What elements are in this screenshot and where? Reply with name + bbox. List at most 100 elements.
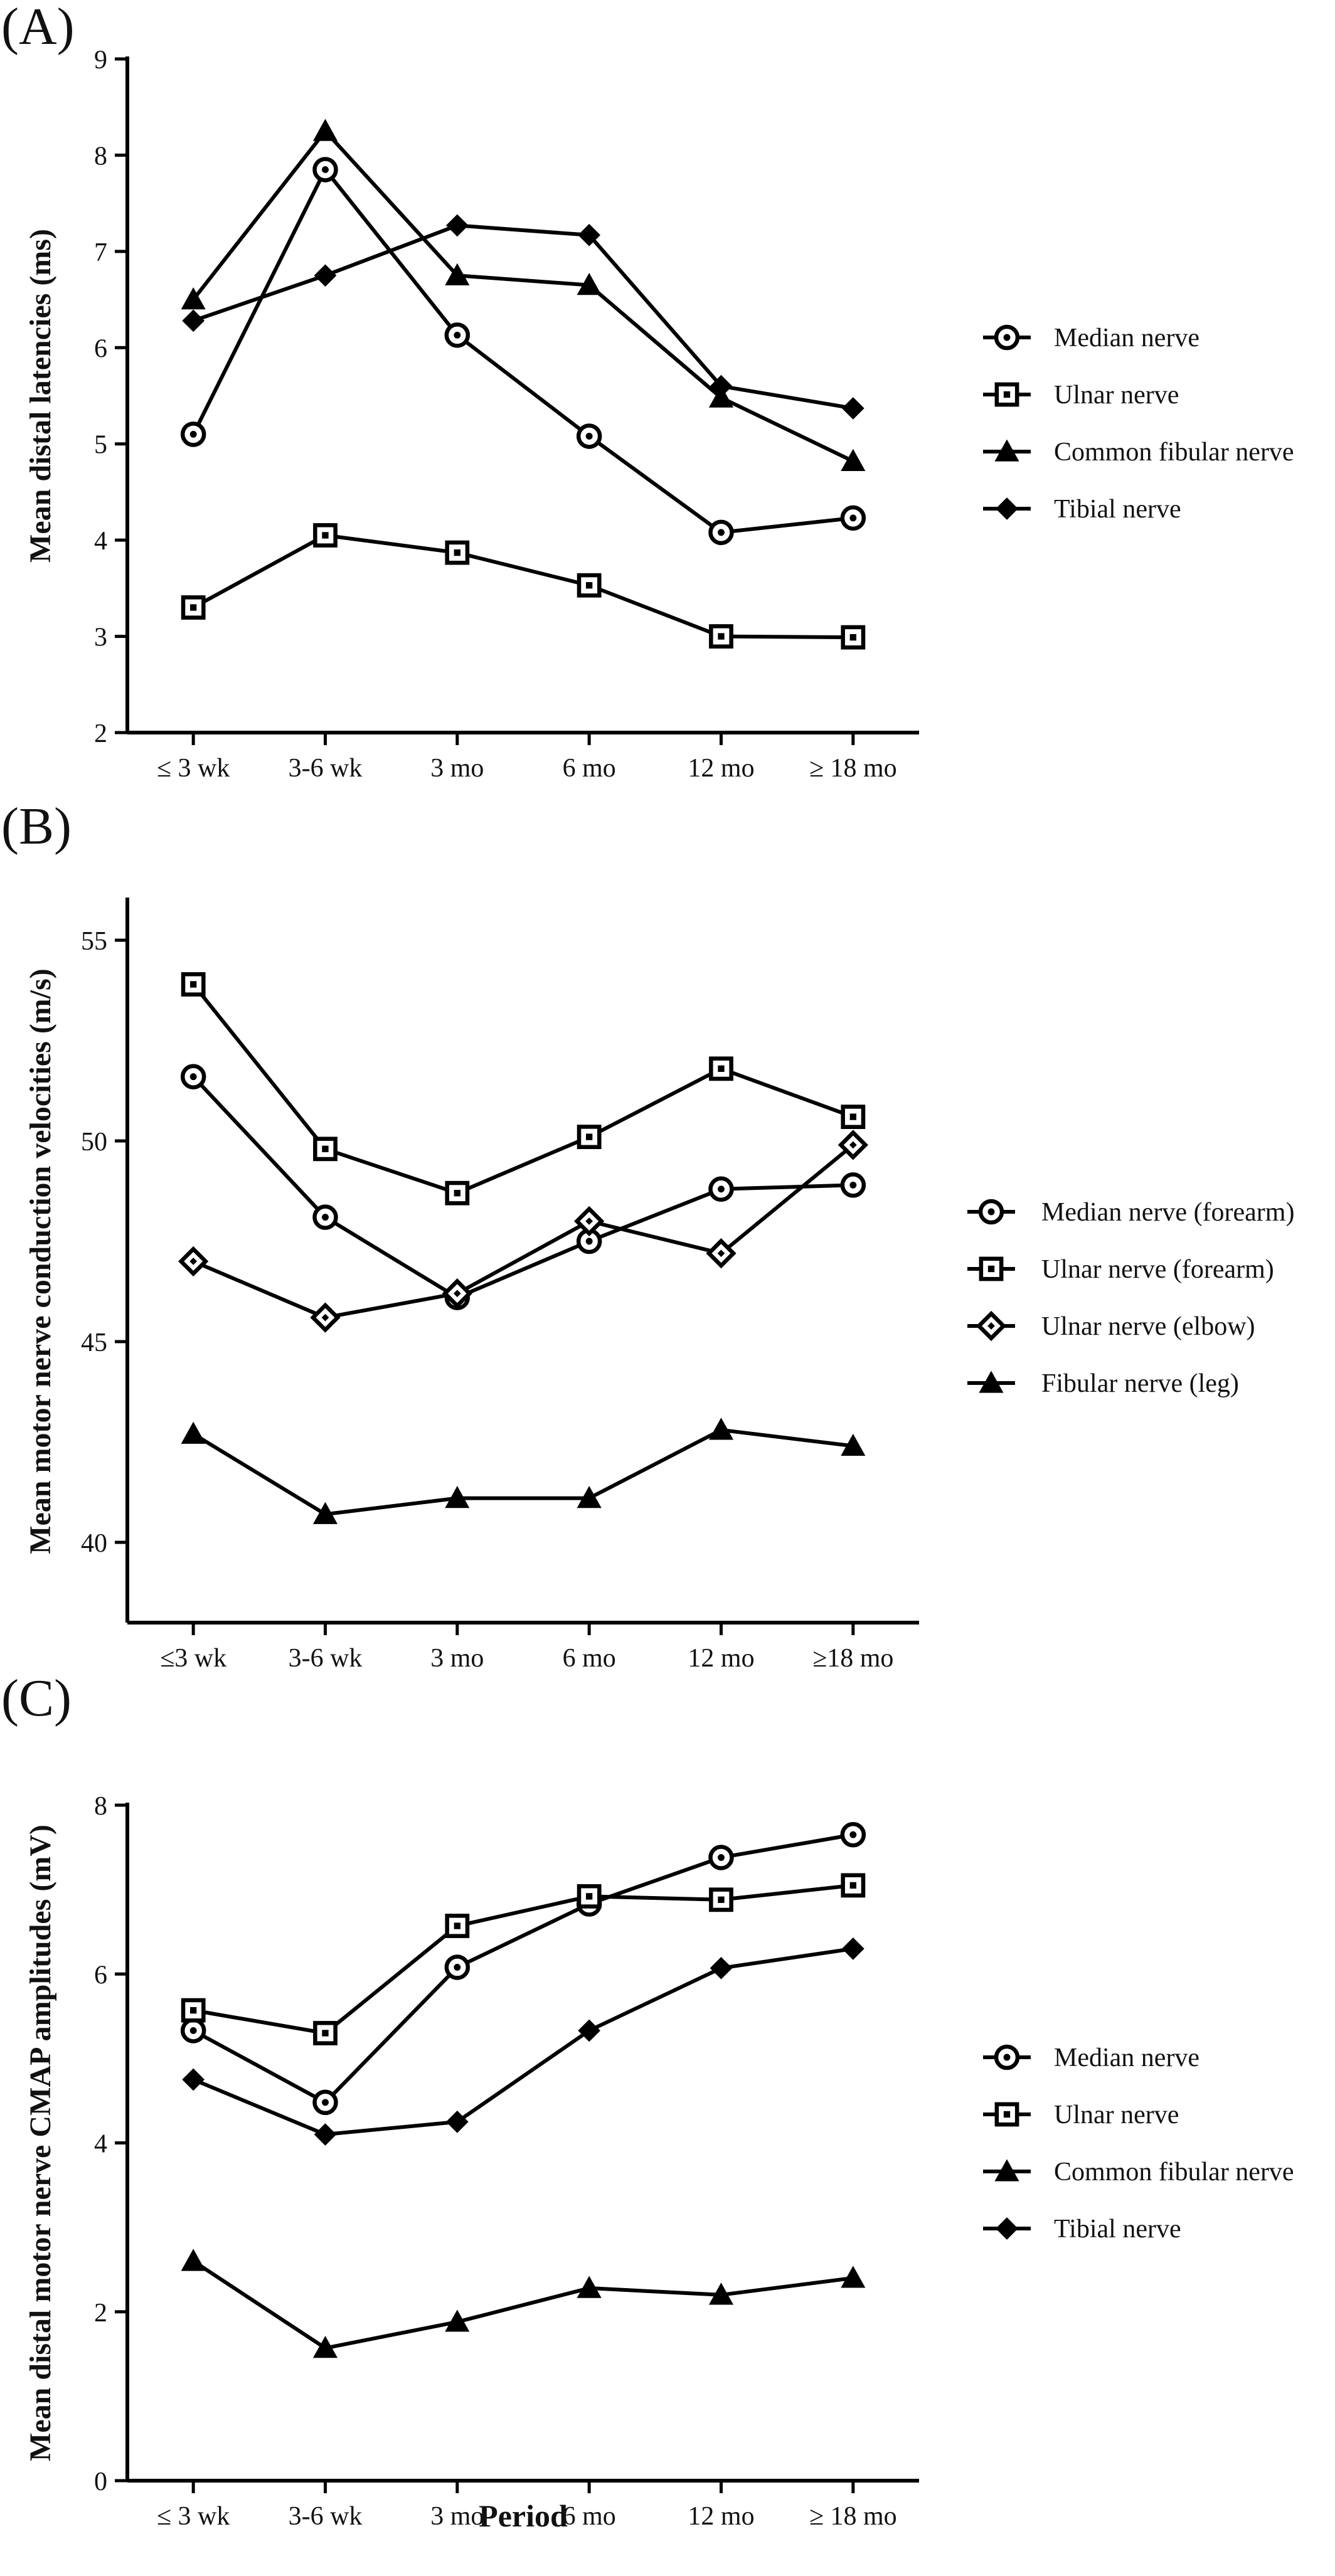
- data-point-dot: [322, 1145, 329, 1152]
- series-ulnar-nerve-elbow: [178, 1130, 868, 1333]
- series-tibial-nerve: [182, 214, 864, 420]
- data-point-dot: [453, 1290, 461, 1298]
- data-point-dot: [849, 514, 857, 522]
- y-tick-label: 9: [94, 46, 107, 75]
- data-point-dot: [454, 1922, 461, 1929]
- y-tick-label: 2: [94, 2299, 107, 2328]
- data-point-dot: [585, 1217, 593, 1225]
- x-tick-label: 3-6 wk: [289, 2502, 363, 2531]
- legend-marker-dot: [987, 1265, 995, 1273]
- legend-label: Median nerve: [1054, 2043, 1199, 2072]
- legend-marker: [996, 2217, 1018, 2240]
- data-point-dot: [454, 549, 461, 556]
- legend-label: Tibial nerve: [1054, 495, 1181, 524]
- y-tick-label: 45: [81, 1328, 107, 1357]
- series-line: [192, 533, 853, 640]
- data-point: [181, 287, 206, 310]
- data-point: [577, 273, 602, 295]
- x-tick-label: 12 mo: [688, 754, 754, 783]
- data-point-dot: [585, 1893, 593, 1900]
- series-line: [193, 223, 854, 410]
- legend-label: Common fibular nerve: [1054, 438, 1294, 467]
- series-median-nerve-forearm: [180, 1064, 866, 1310]
- legend-marker: [994, 2159, 1019, 2181]
- legend-marker: [979, 1370, 1004, 1393]
- y-tick-label: 5: [94, 431, 107, 460]
- series-ulnar-nerve: [181, 1873, 866, 2045]
- series-fibular-nerve-leg: [181, 1418, 866, 1524]
- y-tick-label: 7: [94, 238, 107, 267]
- data-point-dot: [585, 582, 593, 589]
- data-point: [445, 1486, 470, 1508]
- legend-label: Ulnar nerve: [1054, 2101, 1179, 2129]
- y-tick-label: 55: [81, 927, 107, 956]
- series-line: [192, 1833, 854, 2104]
- x-tick-label: 3-6 wk: [289, 754, 363, 783]
- data-point: [577, 2276, 602, 2298]
- data-point-dot: [322, 1214, 329, 1221]
- legend-marker: [994, 2102, 1019, 2127]
- y-tick-label: 4: [94, 527, 107, 556]
- legend-marker: [979, 1256, 1004, 1281]
- data-point: [708, 2282, 734, 2305]
- data-point: [312, 1502, 338, 1524]
- x-tick-label: 6 mo: [563, 754, 616, 783]
- data-point: [181, 2249, 206, 2271]
- legend-label: Ulnar nerve: [1054, 381, 1179, 410]
- x-tick-label: ≥18 mo: [812, 1644, 893, 1673]
- data-point-dot: [189, 981, 197, 988]
- series-tibial-nerve: [182, 1937, 864, 2146]
- x-tick-label: 12 mo: [688, 2502, 754, 2531]
- x-tick-label: 12 mo: [688, 1644, 754, 1673]
- legend-label: Fibular nerve (leg): [1041, 1369, 1239, 1398]
- series-line: [192, 2259, 854, 2350]
- y-tick-label: 2: [94, 719, 107, 748]
- data-point-dot: [322, 532, 329, 539]
- y-tick-label: 40: [81, 1529, 107, 1558]
- series-ulnar-nerve-forearm: [181, 972, 866, 1206]
- series-line: [191, 167, 854, 534]
- x-tick-label: 6 mo: [563, 1644, 616, 1673]
- data-point-dot: [849, 1882, 857, 1889]
- y-tick-label: 6: [94, 334, 107, 363]
- data-point: [445, 1914, 470, 1938]
- data-point-dot: [717, 1249, 725, 1258]
- x-tick-label: 3 mo: [430, 1644, 484, 1673]
- data-point-dot: [454, 1964, 461, 1971]
- legend-marker-dot: [987, 1322, 995, 1330]
- series-line: [193, 1883, 854, 2035]
- y-tick-label: 0: [94, 2467, 107, 2496]
- data-point-dot: [189, 430, 197, 438]
- panel-label: (C): [1, 1669, 72, 1727]
- data-point: [841, 1937, 864, 1960]
- data-point-dot: [849, 1113, 857, 1120]
- data-point-dot: [321, 1313, 329, 1322]
- data-point: [841, 1873, 866, 1898]
- legend-label: Median nerve: [1054, 324, 1199, 352]
- data-point-dot: [849, 1181, 857, 1189]
- data-point-dot: [189, 1258, 198, 1265]
- x-tick-label: ≤ 3 wk: [157, 2502, 230, 2531]
- data-point-dot: [322, 166, 329, 173]
- data-point: [182, 2068, 205, 2091]
- legend-label: Tibial nerve: [1054, 2215, 1181, 2244]
- data-point: [708, 1418, 734, 1440]
- data-point: [841, 1433, 866, 1456]
- data-point: [445, 2110, 469, 2133]
- data-point-dot: [454, 331, 461, 339]
- data-point-dot: [189, 2027, 197, 2034]
- legend-marker-dot: [1003, 391, 1011, 398]
- series-line: [191, 129, 854, 464]
- data-point: [578, 223, 601, 246]
- chart-panel-b: (B) 40 45 50 55 ≤3 wk 3-6 wk 3 mo 6 mo 12 mo ≥18 m…: [1, 797, 1294, 1673]
- data-point: [578, 2019, 601, 2042]
- legend-marker-dot: [987, 1208, 995, 1216]
- data-point: [312, 119, 338, 141]
- data-point-dot: [322, 2099, 329, 2106]
- data-point: [841, 2266, 866, 2288]
- series-median-nerve: [180, 1821, 866, 2116]
- series-line: [191, 983, 854, 1195]
- x-tick-label: ≥ 18 mo: [809, 754, 897, 783]
- chart-panel-c: (C) 0 2 4 6 8 ≤ 3 wk 3-6 wk 3 mo 6 mo 12 mo ≥ 18 mo…: [1, 1669, 1294, 2533]
